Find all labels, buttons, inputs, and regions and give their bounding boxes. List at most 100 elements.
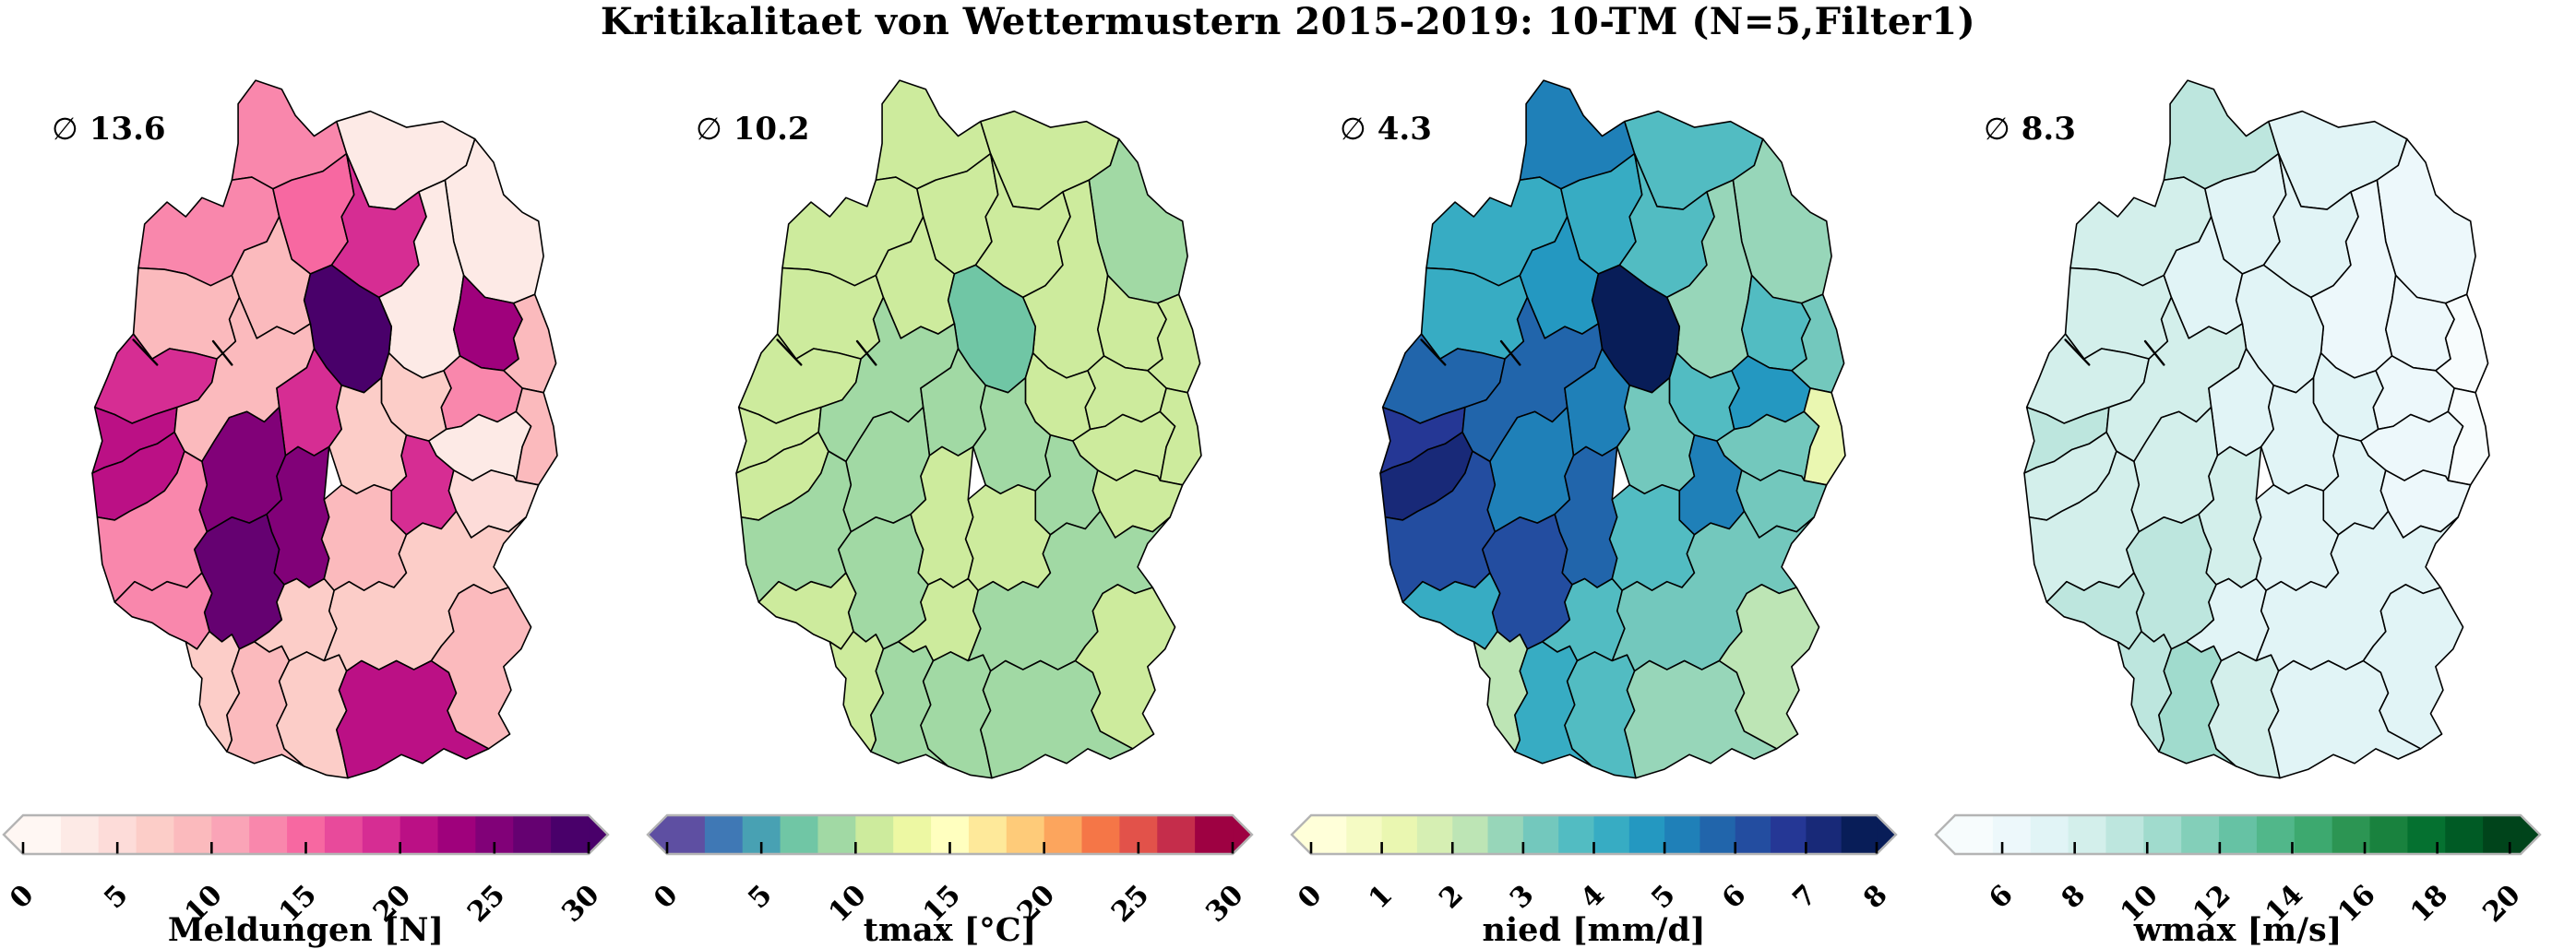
colorbar-tick-label: 8 xyxy=(2056,879,2093,916)
colorbar-under-arrow xyxy=(1292,815,1311,854)
colorbar-over-arrow xyxy=(589,815,608,854)
colorbar-segment xyxy=(2407,815,2446,854)
average-annotation: ∅ 10.2 xyxy=(696,111,810,148)
colorbar-segment xyxy=(437,815,476,854)
colorbar-segment xyxy=(1992,815,2032,854)
colorbar-outline xyxy=(1934,813,2542,856)
average-annotation: ∅ 13.6 xyxy=(52,111,166,148)
colorbar-segment xyxy=(2294,815,2333,854)
choropleth-map-tmax xyxy=(736,77,1205,784)
colorbar-segment xyxy=(362,815,401,854)
colorbar-meldungen: 0 5 10 15 20 25 30 xyxy=(2,813,610,929)
colorbar-tick-label: 4 xyxy=(1575,879,1612,916)
colorbar-tick-label: 5 xyxy=(98,879,135,916)
colorbar-segment xyxy=(704,815,744,854)
colorbar-tick-label: 0 xyxy=(4,879,41,916)
map-region-r35 xyxy=(277,652,348,778)
colorbar-segment xyxy=(1806,815,1843,854)
colorbar-under-arrow xyxy=(4,815,23,854)
colorbar-over-arrow xyxy=(2521,815,2540,854)
boundary-spike-0 xyxy=(1422,339,1446,364)
map-region-r08 xyxy=(1422,268,1528,360)
colorbar-tick-label: 8 xyxy=(1857,879,1894,916)
average-value: 13.6 xyxy=(89,111,166,148)
boundary-spike-0 xyxy=(778,339,802,364)
average-value: 4.3 xyxy=(1377,111,1432,148)
colorbar-segment xyxy=(1044,815,1083,854)
colorbar-segment xyxy=(1381,815,1418,854)
colorbar-segment xyxy=(60,815,100,854)
boundary-spike-1 xyxy=(213,341,232,364)
colorbar-axis-label: nied [mm/d] xyxy=(1482,911,1706,949)
diameter-symbol: ∅ xyxy=(1984,111,2010,147)
map-region-r32 xyxy=(758,573,855,649)
choropleth-map-nied xyxy=(1380,77,1849,784)
diameter-symbol: ∅ xyxy=(52,111,78,147)
colorbar-segment xyxy=(2219,815,2258,854)
colorbar-segment xyxy=(1955,815,1994,854)
colorbar-segment xyxy=(780,815,819,854)
average-value: 8.3 xyxy=(2021,111,2076,148)
colorbar-tick-label: 0 xyxy=(648,879,685,916)
colorbar-segment xyxy=(1699,815,1736,854)
panel-tmax: ∅ 10.2 0 5 10 15 20 25 30 tmax [°C] xyxy=(644,0,1288,949)
colorbar-segment xyxy=(1346,815,1383,854)
colorbar-outline xyxy=(646,813,1254,856)
colorbar-segment xyxy=(1487,815,1524,854)
average-annotation: ∅ 4.3 xyxy=(1340,111,1432,148)
boundary-spike-1 xyxy=(2145,341,2164,364)
colorbar-segment xyxy=(968,815,1008,854)
colorbar-tick-label: 5 xyxy=(1645,879,1682,916)
map-region-r37 xyxy=(1719,585,1819,749)
colorbar-segment xyxy=(1558,815,1595,854)
boundary-spike-1 xyxy=(1501,341,1520,364)
map-region-r35 xyxy=(2209,652,2280,778)
colorbar-segment xyxy=(1195,815,1234,854)
colorbar-segment xyxy=(1771,815,1807,854)
colorbar-tick-label: 6 xyxy=(1716,879,1753,916)
colorbar-axis-label: wmax [m/s] xyxy=(2133,911,2343,949)
figure-title: Kritikalitaet von Wettermustern 2015-201… xyxy=(600,0,1976,43)
colorbar-tick-label: 1 xyxy=(1363,879,1400,916)
map-region-r37 xyxy=(431,585,531,749)
map-region-r36 xyxy=(337,661,489,778)
colorbar-segment xyxy=(2369,815,2408,854)
colorbar-segment xyxy=(2445,815,2484,854)
map-region-r08 xyxy=(778,268,884,360)
colorbar-under-arrow xyxy=(1936,815,1955,854)
map-region-r36 xyxy=(2269,661,2421,778)
colorbar-tick-label: 2 xyxy=(1433,879,1470,916)
map-region-r36 xyxy=(981,661,1133,778)
map-region-r08 xyxy=(2066,268,2172,360)
colorbar-segment xyxy=(1841,815,1878,854)
panel-wmax: ∅ 8.3 6 8 10 12 14 16 18 20 wmax [m/s] xyxy=(1932,0,2576,949)
colorbar-segment xyxy=(211,815,250,854)
colorbar-tick-label: 7 xyxy=(1787,879,1824,916)
colorbar-segment xyxy=(2483,815,2522,854)
colorbar-segment xyxy=(400,815,439,854)
diameter-symbol: ∅ xyxy=(696,111,722,147)
colorbar-tmax: 0 5 10 15 20 25 30 xyxy=(646,813,1254,929)
colorbar-axis-label: tmax [°C] xyxy=(863,911,1037,949)
colorbar-segment xyxy=(2105,815,2144,854)
colorbar-segment xyxy=(136,815,175,854)
colorbar-tick-label: 6 xyxy=(1983,879,2020,916)
colorbar-segment xyxy=(2181,815,2220,854)
boundary-spike-0 xyxy=(134,339,158,364)
average-value: 10.2 xyxy=(733,111,810,148)
colorbar-segment xyxy=(2030,815,2069,854)
colorbar-wmax: 6 8 10 12 14 16 18 20 xyxy=(1934,813,2542,929)
boundary-spike-0 xyxy=(2066,339,2090,364)
colorbar-segment xyxy=(1522,815,1559,854)
map-region-r32 xyxy=(1402,573,1499,649)
colorbar-segment xyxy=(1664,815,1701,854)
average-annotation: ∅ 8.3 xyxy=(1984,111,2076,148)
colorbar-segment xyxy=(173,815,212,854)
colorbar-segment xyxy=(23,815,62,854)
colorbar-segment xyxy=(1452,815,1489,854)
colorbar-outline xyxy=(2,813,610,856)
map-region-r35 xyxy=(921,652,992,778)
colorbar-segment xyxy=(1081,815,1120,854)
colorbar-over-arrow xyxy=(1877,815,1896,854)
colorbar-axis-label: Meldungen [N] xyxy=(167,911,445,949)
